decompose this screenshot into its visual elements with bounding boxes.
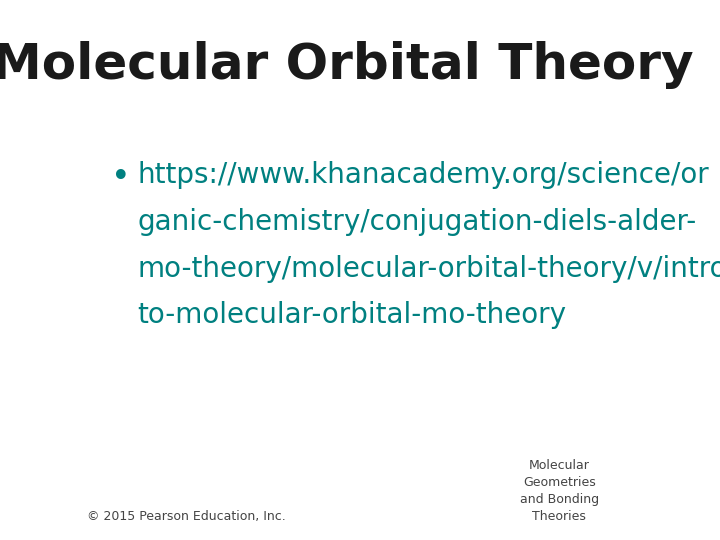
Text: © 2015 Pearson Education, Inc.: © 2015 Pearson Education, Inc. bbox=[86, 510, 285, 523]
Text: to-molecular-orbital-mo-theory: to-molecular-orbital-mo-theory bbox=[138, 301, 567, 329]
Text: Molecular
Geometries
and Bonding
Theories: Molecular Geometries and Bonding Theorie… bbox=[520, 458, 599, 523]
Text: •: • bbox=[111, 161, 130, 194]
Text: Molecular Orbital Theory: Molecular Orbital Theory bbox=[0, 42, 693, 90]
Text: ganic-chemistry/conjugation-diels-alder-: ganic-chemistry/conjugation-diels-alder- bbox=[138, 208, 697, 236]
Text: mo-theory/molecular-orbital-theory/v/intro-: mo-theory/molecular-orbital-theory/v/int… bbox=[138, 254, 720, 282]
Text: https://www.khanacademy.org/science/or: https://www.khanacademy.org/science/or bbox=[138, 161, 709, 189]
